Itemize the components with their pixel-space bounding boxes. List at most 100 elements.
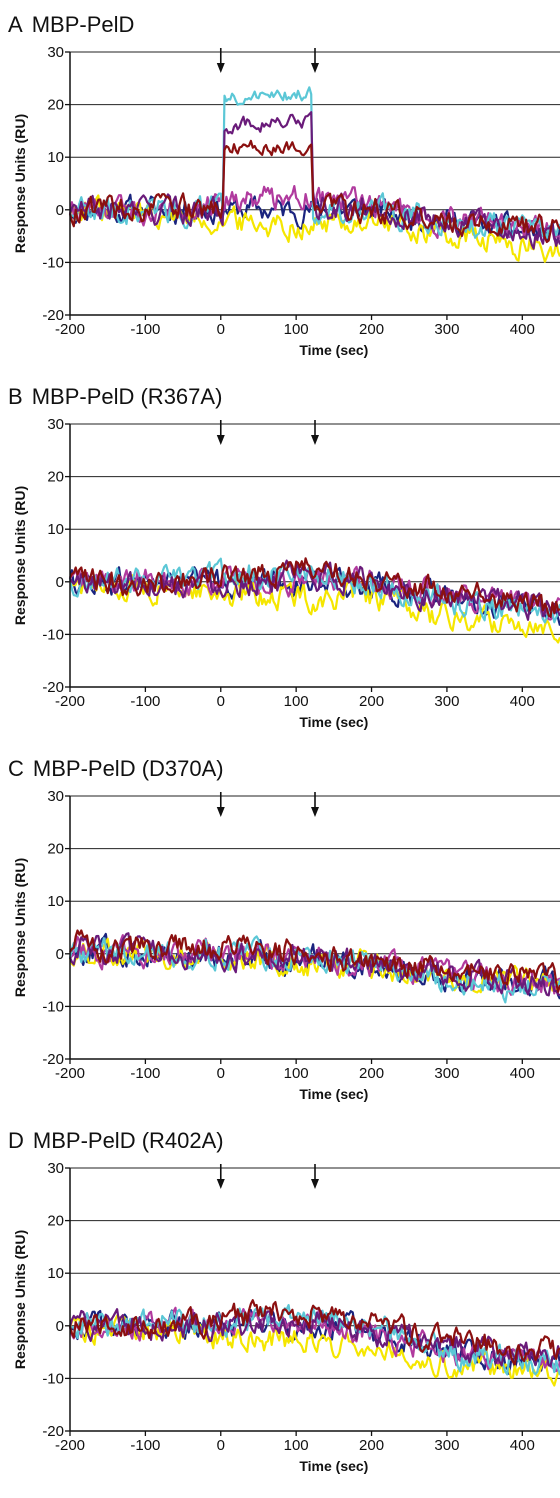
y-tick-label: -20 <box>42 307 64 324</box>
y-tick-label: -10 <box>42 1370 64 1387</box>
series-line <box>69 1304 560 1376</box>
panel-title: A MBP-PelD <box>8 12 143 38</box>
x-tick-label: 100 <box>284 1065 309 1082</box>
x-axis-title: Time (sec) <box>299 714 368 730</box>
x-tick-label: -200 <box>55 693 85 710</box>
x-tick-label: 300 <box>434 693 459 710</box>
panel-title: C MBP-PelD (D370A) <box>8 756 233 782</box>
series-line <box>69 86 560 239</box>
panel-d: D MBP-PelD (R402A) -20 -10 0 10 20 30 -200 -100 0… <box>0 1128 560 1498</box>
panel-title-text: MBP-PelD (D370A) <box>32 756 224 781</box>
x-tick-label: 300 <box>434 1437 459 1454</box>
x-axis-title: Time (sec) <box>299 1458 368 1474</box>
series-line <box>69 934 560 996</box>
x-tick-label: -100 <box>130 321 160 338</box>
x-tick-label: 200 <box>359 321 384 338</box>
x-tick-label: 0 <box>217 693 225 710</box>
y-axis-title: Response Units (RU) <box>12 486 28 625</box>
x-tick-label: 400 <box>510 321 535 338</box>
x-tick-label: -200 <box>55 321 85 338</box>
x-tick-label: 200 <box>359 693 384 710</box>
x-tick-label: 400 <box>510 1065 535 1082</box>
panel-title-text: MBP-PelD (R402A) <box>32 1128 224 1153</box>
y-tick-label: 10 <box>47 1265 64 1282</box>
y-tick-label: 30 <box>47 44 64 61</box>
y-tick-label: 30 <box>47 416 64 433</box>
y-tick-label: 20 <box>47 97 64 114</box>
x-tick-label: 200 <box>359 1437 384 1454</box>
x-axis-title: Time (sec) <box>299 342 368 358</box>
x-tick-label: -100 <box>130 1437 160 1454</box>
y-tick-label: 10 <box>47 149 64 166</box>
x-tick-label: 300 <box>434 1065 459 1082</box>
y-tick-label: -10 <box>42 626 64 643</box>
y-tick-label: -10 <box>42 998 64 1015</box>
x-tick-label: -200 <box>55 1065 85 1082</box>
injection-arrow <box>216 420 225 445</box>
x-axis-title: Time (sec) <box>299 1086 368 1102</box>
series-line <box>69 929 560 993</box>
panel-a: A MBP-PelD -20 -10 0 10 20 30 -200 -100 0 100 200 30… <box>0 12 560 382</box>
series-line <box>68 574 560 644</box>
injection-arrow <box>216 1164 225 1189</box>
x-tick-label: -100 <box>130 1065 160 1082</box>
y-tick-label: -20 <box>42 1423 64 1440</box>
y-tick-label: 0 <box>56 946 64 963</box>
y-axis-title: Response Units (RU) <box>12 858 28 997</box>
x-tick-label: -100 <box>130 693 160 710</box>
y-tick-label: -10 <box>42 254 64 271</box>
injection-arrow <box>311 420 319 445</box>
series-line <box>68 1308 560 1367</box>
panel-letter: B <box>8 384 23 409</box>
x-tick-label: 300 <box>434 321 459 338</box>
x-tick-label: 400 <box>510 693 535 710</box>
series-line <box>68 932 560 997</box>
x-tick-label: -200 <box>55 1437 85 1454</box>
x-tick-label: 400 <box>510 1437 535 1454</box>
y-tick-label: 20 <box>47 1213 64 1230</box>
x-tick-label: 0 <box>217 1437 225 1454</box>
y-tick-label: 30 <box>47 788 64 805</box>
series-line <box>68 139 560 244</box>
series-line <box>68 1306 560 1373</box>
panel-c: C MBP-PelD (D370A) -20 -10 0 10 20 30 -200 -100 0… <box>0 756 560 1126</box>
panel-letter: D <box>8 1128 24 1153</box>
y-tick-label: 10 <box>47 521 64 538</box>
y-tick-label: 0 <box>56 574 64 591</box>
y-tick-label: 20 <box>47 841 64 858</box>
panel-letter: C <box>8 756 24 781</box>
series-line <box>69 559 560 621</box>
x-tick-label: 100 <box>284 693 309 710</box>
injection-arrow <box>311 792 319 817</box>
y-tick-label: 30 <box>47 1160 64 1177</box>
y-tick-label: 0 <box>56 202 64 219</box>
x-tick-label: 0 <box>217 1065 225 1082</box>
panel-title-text: MBP-PelD <box>31 12 135 37</box>
y-tick-label: -20 <box>42 1051 64 1068</box>
panel-letter: A <box>8 12 23 37</box>
injection-arrow <box>216 48 225 73</box>
y-axis-title: Response Units (RU) <box>12 114 28 253</box>
y-tick-label: 10 <box>47 893 64 910</box>
y-tick-label: -20 <box>42 679 64 696</box>
injection-arrow <box>311 1164 319 1189</box>
x-tick-label: 100 <box>284 1437 309 1454</box>
x-tick-label: 200 <box>359 1065 384 1082</box>
panel-title: D MBP-PelD (R402A) <box>8 1128 233 1154</box>
panel-b: B MBP-PelD (R367A) -20 -10 0 10 20 30 -200 -100 0… <box>0 384 560 754</box>
y-axis-title: Response Units (RU) <box>12 1230 28 1369</box>
panel-title-text: MBP-PelD (R367A) <box>31 384 223 409</box>
series-line <box>69 557 560 618</box>
injection-arrow <box>311 48 319 73</box>
series-line <box>68 1299 560 1366</box>
y-tick-label: 20 <box>47 469 64 486</box>
injection-arrow <box>216 792 225 817</box>
panel-title: B MBP-PelD (R367A) <box>8 384 231 410</box>
x-tick-label: 100 <box>284 321 309 338</box>
y-tick-label: 0 <box>56 1318 64 1335</box>
x-tick-label: 0 <box>217 321 225 338</box>
